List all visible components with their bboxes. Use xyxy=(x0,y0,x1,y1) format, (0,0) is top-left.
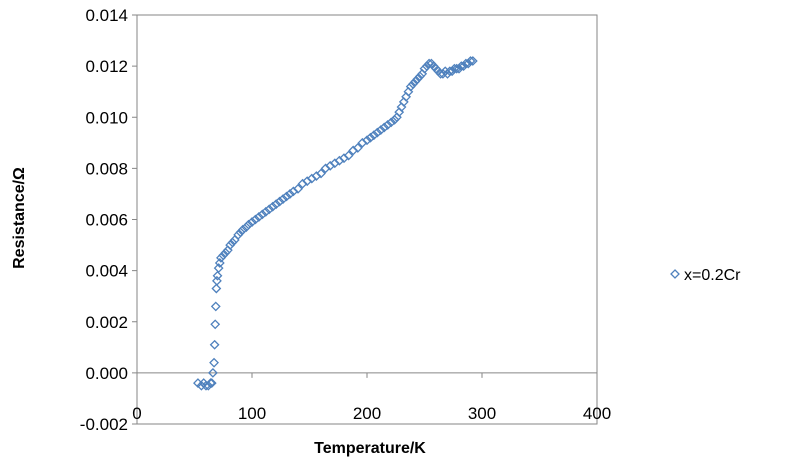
y-tick-label: 0.004 xyxy=(85,262,128,281)
y-tick-label: 0.010 xyxy=(85,108,128,127)
data-point xyxy=(218,250,229,261)
data-point xyxy=(352,143,363,153)
data-point xyxy=(372,127,383,138)
y-axis-ticks: -0.002 0.000 0.002 0.004 0.006 0.008 0.010 0.01… xyxy=(80,6,137,434)
data-point xyxy=(241,222,252,233)
data-point xyxy=(386,117,397,128)
data-point xyxy=(389,114,400,125)
legend: x=0.2Cr xyxy=(670,267,741,284)
data-point xyxy=(260,206,271,217)
x-tick-label: 100 xyxy=(238,404,266,423)
data-point xyxy=(365,132,376,143)
data-point xyxy=(465,56,476,66)
data-point xyxy=(424,58,435,69)
data-point xyxy=(467,56,478,66)
data-point xyxy=(267,201,278,212)
data-point xyxy=(203,380,214,391)
data-point xyxy=(247,217,257,227)
data-point xyxy=(233,229,244,240)
data-point xyxy=(214,258,225,268)
data-point xyxy=(206,378,217,389)
data-point xyxy=(209,339,220,350)
data-point xyxy=(274,196,285,207)
x-tick-label: 0 xyxy=(132,404,141,423)
x-tick-label: 200 xyxy=(353,404,381,423)
x-axis-title: Temperature/K xyxy=(314,440,426,457)
data-point xyxy=(382,119,393,130)
data-point xyxy=(293,183,303,194)
data-point xyxy=(285,189,295,199)
y-tick-label: 0.014 xyxy=(85,6,128,25)
data-point xyxy=(405,81,416,92)
data-point xyxy=(281,191,292,202)
data-point xyxy=(213,263,224,273)
data-point xyxy=(210,319,221,330)
plot-area xyxy=(136,14,598,425)
data-point xyxy=(250,214,261,225)
data-point xyxy=(316,168,326,179)
data-point xyxy=(343,150,354,161)
data-point xyxy=(205,378,216,389)
data-point xyxy=(237,224,248,235)
data-point xyxy=(227,237,238,248)
data-point xyxy=(225,240,236,250)
data-point xyxy=(210,301,221,312)
data-point xyxy=(408,79,418,89)
legend-marker-icon xyxy=(670,269,680,279)
y-tick-label: 0.000 xyxy=(85,364,128,383)
legend-label: x=0.2Cr xyxy=(684,267,741,284)
y-tick-label: 0.012 xyxy=(85,57,128,76)
data-point xyxy=(419,63,430,74)
y-tick-label: 0.008 xyxy=(85,159,128,178)
y-tick-label: 0.006 xyxy=(85,211,128,230)
data-point xyxy=(271,199,282,210)
data-point xyxy=(257,209,268,220)
data-point xyxy=(211,283,222,294)
data-point xyxy=(379,122,390,133)
data-point xyxy=(235,227,246,238)
y-tick-label: 0.002 xyxy=(85,313,128,332)
plot-border xyxy=(136,14,598,425)
data-point xyxy=(410,76,421,87)
x-tick-label: 300 xyxy=(468,404,496,423)
data-point xyxy=(264,204,275,215)
data-point xyxy=(209,357,219,368)
data-point xyxy=(414,71,425,82)
data-point xyxy=(278,194,288,204)
x-axis-ticks: 0 100 200 300 400 xyxy=(132,372,611,423)
data-point xyxy=(216,252,226,263)
y-tick-label: -0.002 xyxy=(80,415,128,434)
data-point xyxy=(375,125,386,135)
data-point xyxy=(253,212,264,222)
data-point xyxy=(243,219,254,230)
data-point xyxy=(368,130,379,141)
y-axis-title: Resistance/Ω xyxy=(11,167,28,269)
data-point xyxy=(212,270,223,281)
data-points xyxy=(193,56,478,391)
x-tick-label: 400 xyxy=(583,404,611,423)
data-point xyxy=(412,73,423,84)
data-point xyxy=(362,135,372,146)
data-point xyxy=(207,367,218,378)
data-point xyxy=(212,275,222,286)
data-point xyxy=(220,247,231,258)
